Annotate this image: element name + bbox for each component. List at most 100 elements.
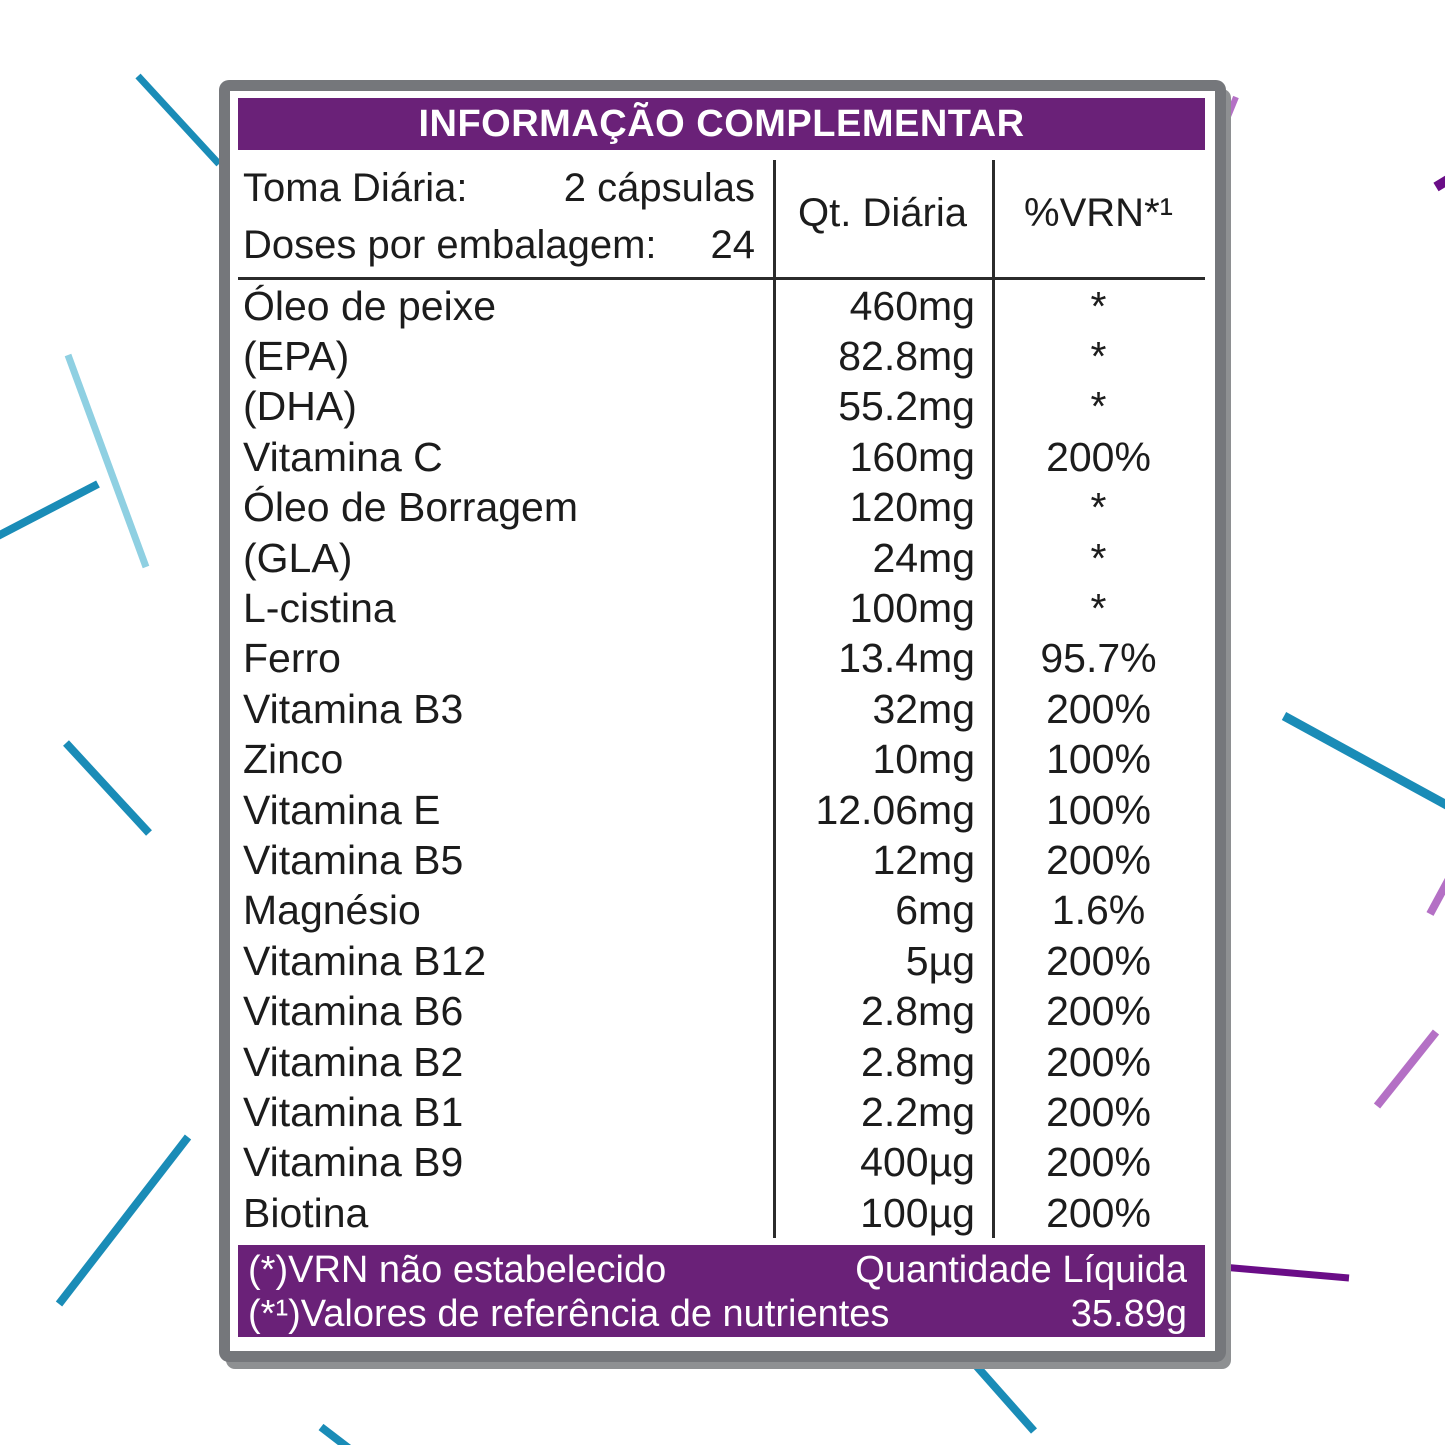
table-row: Vitamina E 12.06mg 100% — [230, 785, 1215, 835]
footer-notes: (*)VRN não estabelecido Quantidade Líqui… — [238, 1245, 1205, 1337]
panel-title: INFORMAÇÃO COMPLEMENTAR — [238, 98, 1205, 150]
nutrient-name: Vitamina B6 — [243, 988, 464, 1035]
decorative-line — [1221, 1263, 1350, 1282]
table-row: Óleo de peixe 460mg * — [230, 281, 1215, 331]
table-row: Vitamina B3 32mg 200% — [230, 684, 1215, 734]
serving-info: Toma Diária: 2 cápsulas Doses por embala… — [230, 150, 773, 277]
nutrient-name: Zinco — [243, 736, 344, 783]
nutrient-name: Vitamina B12 — [243, 937, 487, 984]
table-row: Óleo de Borragem 120mg * — [230, 483, 1215, 533]
nutrient-name: Vitamina B2 — [243, 1038, 464, 1085]
nutrient-quantity: 12.06mg — [815, 786, 975, 833]
serving-info-section: Toma Diária: 2 cápsulas Doses por embala… — [230, 150, 1215, 277]
decorative-line — [318, 1423, 352, 1445]
nutrient-vrn-percent: 200% — [1046, 836, 1151, 883]
decorative-line — [55, 1134, 192, 1307]
net-quantity-value: 35.89g — [1070, 1293, 1187, 1335]
doses-per-package-line: Doses por embalagem: 24 — [243, 217, 755, 274]
nutrient-quantity: 13.4mg — [838, 635, 975, 682]
nutrient-vrn-percent: * — [1090, 534, 1107, 581]
decorative-line — [1281, 712, 1445, 810]
nutrient-quantity: 32mg — [872, 685, 975, 732]
nutrient-quantity: 100mg — [849, 585, 975, 632]
nutrient-name: Óleo de peixe — [243, 282, 497, 329]
nutrient-vrn-percent: 200% — [1046, 1038, 1151, 1085]
table-row: Vitamina B6 2.8mg 200% — [230, 986, 1215, 1036]
doses-per-package-value: 24 — [710, 222, 756, 267]
nutrient-vrn-percent: 95.7% — [1040, 635, 1157, 682]
footer-line-2: (*¹)Valores de referência de nutrientes … — [248, 1292, 1187, 1336]
nutrient-name: L-cistina — [243, 585, 396, 632]
doses-per-package-label: Doses por embalagem: — [243, 222, 657, 267]
nutrient-quantity: 12mg — [872, 836, 975, 883]
nutrient-quantity: 82.8mg — [838, 333, 975, 380]
header-divider-rule — [238, 277, 1205, 280]
net-quantity-label: Quantidade Líquida — [855, 1249, 1187, 1291]
nutrient-name: Vitamina B1 — [243, 1088, 464, 1135]
decorative-line — [1433, 175, 1445, 192]
nutrient-vrn-percent: * — [1090, 333, 1107, 380]
nutrient-quantity: 2.8mg — [861, 988, 975, 1035]
decorative-line — [64, 353, 150, 569]
column-header-daily-quantity: Qt. Diária — [798, 191, 967, 235]
table-row: Vitamina B12 5µg 200% — [230, 936, 1215, 986]
nutrient-quantity: 2.8mg — [861, 1038, 975, 1085]
table-row: (DHA) 55.2mg * — [230, 382, 1215, 432]
nutrient-vrn-percent: 100% — [1046, 786, 1151, 833]
nutrient-vrn-percent: 200% — [1046, 1139, 1151, 1186]
column-divider-1 — [773, 160, 776, 1238]
daily-dose-line: Toma Diária: 2 cápsulas — [243, 160, 755, 217]
footer-line-1: (*)VRN não estabelecido Quantidade Líqui… — [248, 1248, 1187, 1292]
nutrient-name: Magnésio — [243, 887, 421, 934]
table-row: (EPA) 82.8mg * — [230, 331, 1215, 381]
nutrient-vrn-percent: * — [1090, 383, 1107, 430]
column-divider-2 — [992, 160, 995, 1238]
nutrient-vrn-percent: 200% — [1046, 1189, 1151, 1236]
decorative-line — [1224, 95, 1239, 121]
table-row: Vitamina C 160mg 200% — [230, 432, 1215, 482]
table-row: Vitamina B9 400µg 200% — [230, 1138, 1215, 1188]
nutrient-quantity: 10mg — [872, 736, 975, 783]
nutrient-vrn-percent: 100% — [1046, 736, 1151, 783]
decorative-line — [1426, 877, 1445, 916]
decorative-line — [1373, 1029, 1440, 1109]
nutrient-vrn-percent: 200% — [1046, 1088, 1151, 1135]
table-row: Zinco 10mg 100% — [230, 735, 1215, 785]
table-row: Vitamina B2 2.8mg 200% — [230, 1037, 1215, 1087]
nutrient-quantity: 160mg — [849, 433, 975, 480]
nutrient-vrn-percent: 200% — [1046, 937, 1151, 984]
daily-dose-label: Toma Diária: — [243, 165, 468, 210]
nutrient-quantity: 120mg — [849, 484, 975, 531]
nutrient-vrn-percent: * — [1090, 484, 1107, 531]
nutrient-quantity: 460mg — [849, 282, 975, 329]
nutrient-table: Óleo de peixe 460mg * (EPA) 82.8mg * (DHA) 55.2… — [230, 281, 1215, 1238]
nutrient-vrn-percent: 200% — [1046, 685, 1151, 732]
nutrient-vrn-percent: 200% — [1046, 988, 1151, 1035]
nutrient-name: (DHA) — [243, 383, 357, 430]
table-row: L-cistina 100mg * — [230, 583, 1215, 633]
nutrient-quantity: 400µg — [860, 1139, 975, 1186]
supplement-facts-panel: INFORMAÇÃO COMPLEMENTAR Toma Diária: 2 c… — [219, 80, 1226, 1362]
decorative-line — [969, 1358, 1037, 1434]
nutrient-name: Vitamina C — [243, 433, 443, 480]
nutrient-quantity: 100µg — [860, 1189, 975, 1236]
nutrient-name: Vitamina B5 — [243, 836, 464, 883]
nutrient-quantity: 24mg — [872, 534, 975, 581]
table-row: Vitamina B5 12mg 200% — [230, 835, 1215, 885]
nutrient-reference-note: (*¹)Valores de referência de nutrientes — [248, 1293, 890, 1335]
nutrient-name: (GLA) — [243, 534, 353, 581]
column-header-vrn-percent: %VRN*¹ — [1024, 191, 1173, 235]
nutrient-quantity: 55.2mg — [838, 383, 975, 430]
nutrient-name: Vitamina E — [243, 786, 441, 833]
nutrient-name: Vitamina B3 — [243, 685, 464, 732]
nutrient-vrn-percent: * — [1090, 282, 1107, 329]
nutrient-vrn-percent: 1.6% — [1051, 887, 1146, 934]
nutrient-quantity: 6mg — [895, 887, 975, 934]
nutrient-name: Ferro — [243, 635, 341, 682]
table-row: Ferro 13.4mg 95.7% — [230, 634, 1215, 684]
table-row: Vitamina B1 2.2mg 200% — [230, 1087, 1215, 1137]
table-row: Magnésio 6mg 1.6% — [230, 886, 1215, 936]
nutrient-quantity: 2.2mg — [861, 1088, 975, 1135]
decorative-line — [63, 740, 152, 836]
